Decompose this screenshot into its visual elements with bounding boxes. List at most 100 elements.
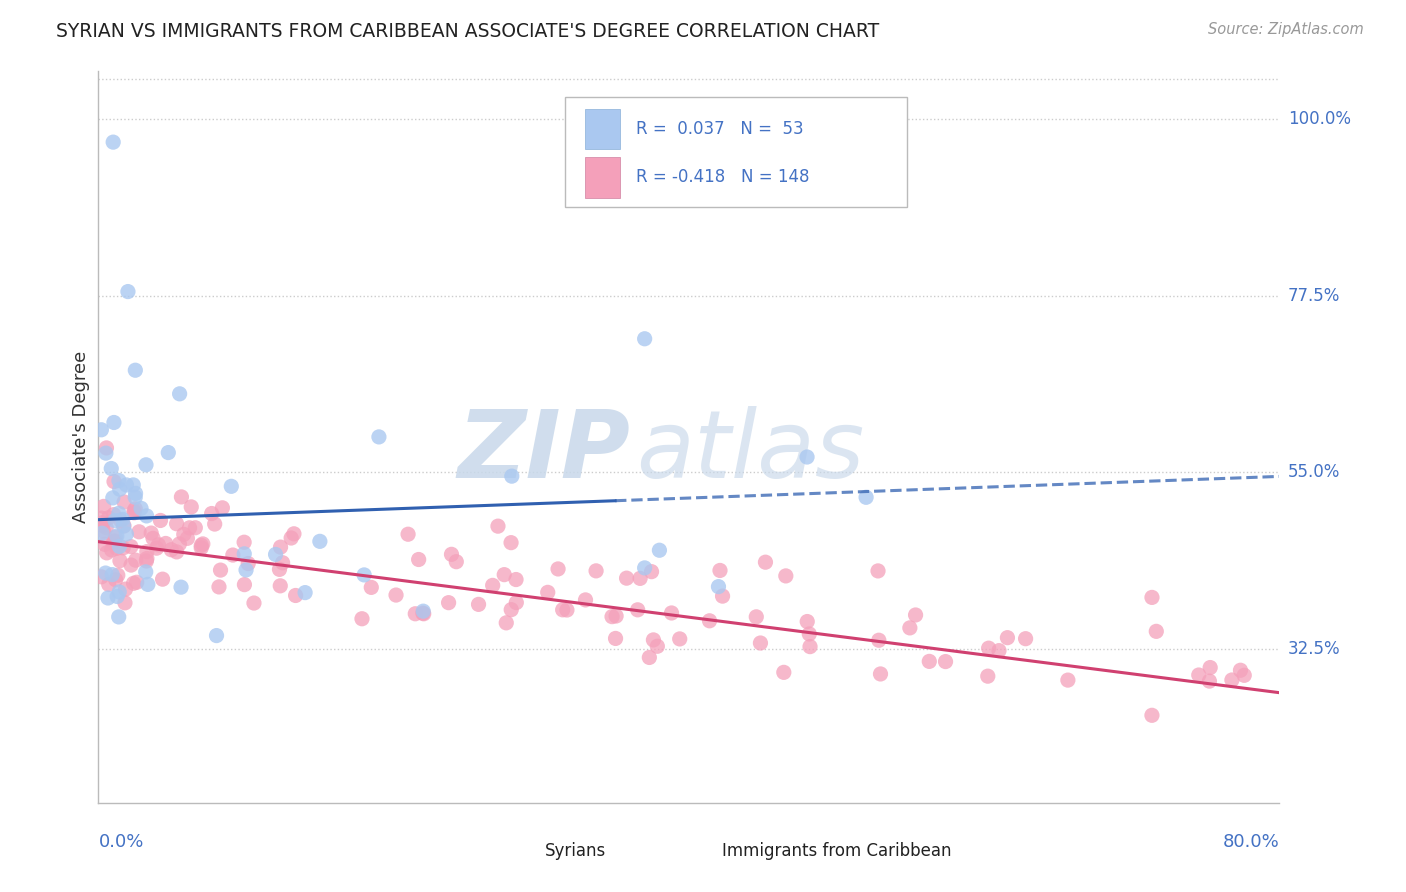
- Point: [699, 614, 721, 628]
- Point: [238, 557, 260, 571]
- Point: [141, 526, 163, 541]
- Point: [104, 514, 127, 528]
- Point: [1014, 632, 1036, 646]
- Point: [855, 491, 877, 505]
- Point: [111, 512, 134, 526]
- Point: [166, 516, 188, 531]
- Point: [772, 665, 794, 680]
- Point: [271, 556, 294, 570]
- Point: [110, 513, 132, 527]
- Point: [745, 610, 768, 624]
- Point: [638, 650, 661, 665]
- Point: [446, 555, 468, 569]
- Point: [105, 590, 128, 604]
- Point: [1057, 673, 1080, 687]
- Point: [170, 490, 193, 504]
- Point: [1188, 668, 1211, 682]
- Point: [495, 615, 517, 630]
- Point: [211, 500, 233, 515]
- Point: [600, 609, 623, 624]
- Point: [94, 566, 117, 580]
- Point: [551, 603, 574, 617]
- Point: [97, 577, 120, 591]
- Point: [142, 532, 165, 546]
- Point: [869, 667, 891, 681]
- Point: [114, 582, 136, 596]
- Point: [233, 577, 256, 591]
- Point: [169, 537, 191, 551]
- Point: [284, 589, 307, 603]
- Point: [935, 655, 957, 669]
- Point: [135, 554, 157, 568]
- Point: [91, 518, 114, 533]
- Point: [120, 558, 142, 573]
- Point: [112, 541, 135, 555]
- Point: [135, 551, 157, 566]
- Point: [101, 491, 124, 505]
- Point: [368, 430, 391, 444]
- Text: Syrians: Syrians: [546, 842, 606, 860]
- Point: [122, 504, 145, 518]
- Point: [97, 510, 120, 524]
- Point: [120, 540, 142, 554]
- Point: [124, 486, 146, 500]
- Text: SYRIAN VS IMMIGRANTS FROM CARIBBEAN ASSOCIATE'S DEGREE CORRELATION CHART: SYRIAN VS IMMIGRANTS FROM CARIBBEAN ASSO…: [56, 22, 880, 41]
- FancyBboxPatch shape: [585, 109, 620, 149]
- Text: R =  0.037   N =  53: R = 0.037 N = 53: [636, 120, 803, 138]
- Point: [486, 519, 509, 533]
- Point: [108, 506, 131, 520]
- Point: [107, 568, 129, 582]
- Point: [176, 532, 198, 546]
- Point: [412, 607, 434, 621]
- Point: [135, 508, 157, 523]
- Text: atlas: atlas: [636, 406, 865, 497]
- Point: [868, 633, 890, 648]
- Point: [124, 501, 146, 516]
- Point: [152, 572, 174, 586]
- Point: [709, 564, 731, 578]
- Point: [104, 533, 127, 548]
- Point: [108, 554, 131, 568]
- Point: [135, 544, 157, 558]
- Point: [104, 530, 127, 544]
- Point: [437, 596, 460, 610]
- Point: [294, 585, 316, 599]
- Point: [1144, 624, 1167, 639]
- Text: Immigrants from Caribbean: Immigrants from Caribbean: [723, 842, 952, 860]
- Point: [243, 596, 266, 610]
- Point: [125, 575, 148, 590]
- Point: [136, 577, 159, 591]
- Point: [494, 567, 516, 582]
- Point: [918, 654, 941, 668]
- Point: [93, 537, 115, 551]
- Point: [204, 517, 226, 532]
- Point: [180, 500, 202, 514]
- Text: 32.5%: 32.5%: [1288, 640, 1340, 658]
- Point: [1198, 674, 1220, 689]
- Point: [170, 580, 193, 594]
- Point: [408, 552, 430, 566]
- Point: [233, 547, 256, 561]
- Point: [412, 604, 434, 618]
- FancyBboxPatch shape: [585, 157, 620, 197]
- Point: [269, 562, 291, 576]
- Point: [103, 535, 125, 549]
- Point: [796, 615, 818, 629]
- Point: [122, 478, 145, 492]
- Point: [179, 521, 201, 535]
- Y-axis label: Associate's Degree: Associate's Degree: [72, 351, 90, 524]
- Point: [219, 479, 242, 493]
- Point: [101, 567, 124, 582]
- Point: [233, 535, 256, 549]
- Point: [135, 565, 157, 579]
- Point: [124, 363, 146, 377]
- Point: [114, 596, 136, 610]
- Point: [124, 491, 146, 505]
- Point: [640, 565, 662, 579]
- Point: [661, 606, 683, 620]
- Point: [1199, 660, 1222, 674]
- Point: [605, 632, 627, 646]
- FancyBboxPatch shape: [565, 97, 907, 207]
- Point: [385, 588, 408, 602]
- Point: [360, 581, 382, 595]
